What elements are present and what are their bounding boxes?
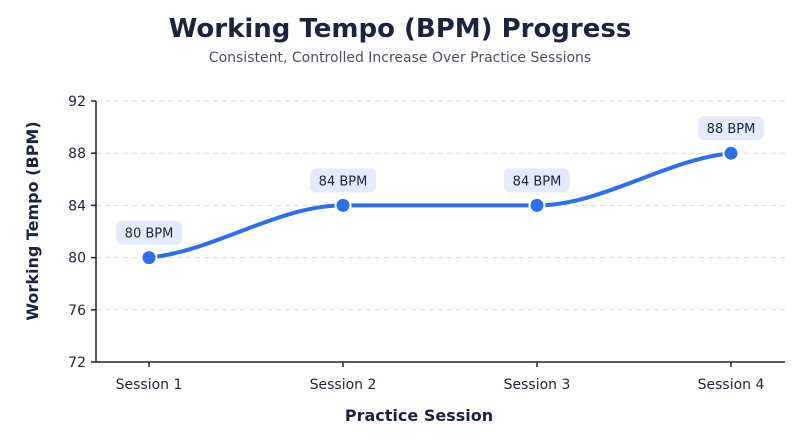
y-tick-label: 80 — [68, 251, 86, 267]
data-label: 84 BPM — [504, 168, 570, 193]
y-tick-label: 92 — [68, 94, 86, 110]
data-label-box — [504, 168, 570, 193]
data-label-text: 84 BPM — [319, 174, 368, 189]
x-axis-ticks: Session 1 Session 2 Session 3 Session 4 — [116, 362, 765, 393]
y-tick-label: 84 — [68, 198, 86, 214]
chart-subtitle: Consistent, Controlled Increase Over Pra… — [209, 50, 591, 66]
axes — [95, 101, 785, 363]
data-label-text: 88 BPM — [707, 122, 756, 137]
x-axis-label: Practice Session — [345, 406, 493, 425]
data-label-text: 84 BPM — [513, 174, 562, 189]
data-labels: 80 BPM 84 BPM 84 BPM 88 BPM — [116, 116, 764, 245]
data-label-text: 80 BPM — [125, 227, 174, 242]
data-label: 80 BPM — [116, 220, 182, 245]
series-line — [147, 151, 733, 260]
data-point — [528, 196, 546, 214]
data-point — [722, 144, 740, 162]
data-point — [334, 196, 352, 214]
data-label: 84 BPM — [310, 168, 376, 193]
data-label: 88 BPM — [698, 116, 764, 141]
x-tick-label: Session 3 — [504, 377, 571, 393]
y-tick-label: 76 — [68, 303, 86, 319]
y-axis-ticks: 72 76 80 84 88 92 — [68, 94, 96, 371]
chart-title: Working Tempo (BPM) Progress — [169, 14, 632, 44]
y-tick-label: 88 — [68, 146, 86, 162]
x-tick-label: Session 2 — [310, 377, 377, 393]
data-point — [140, 249, 158, 267]
x-tick-label: Session 4 — [698, 377, 765, 393]
data-label-box — [698, 116, 764, 141]
data-points — [140, 144, 740, 267]
y-tick-label: 72 — [68, 355, 86, 371]
x-tick-label: Session 1 — [116, 377, 183, 393]
data-label-box — [310, 168, 376, 193]
data-label-box — [116, 220, 182, 245]
y-axis-label: Working Tempo (BPM) — [23, 121, 42, 320]
